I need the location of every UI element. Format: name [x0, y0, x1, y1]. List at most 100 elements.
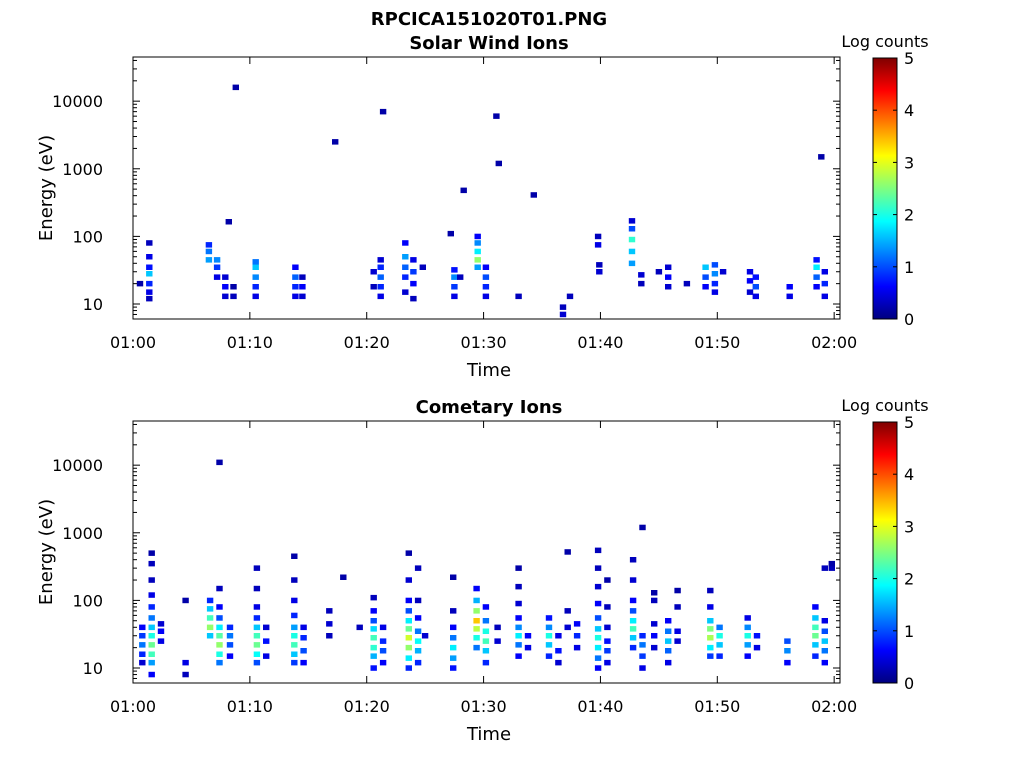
- spectrogram-cell: [157, 638, 165, 644]
- spectrogram-cell: [812, 633, 819, 639]
- spectrogram-cell: [665, 618, 672, 624]
- spectrogram-cell: [628, 236, 636, 243]
- spectrogram-cell: [252, 264, 259, 270]
- spectrogram-cell: [291, 651, 298, 657]
- spectrogram-cell: [744, 615, 751, 621]
- spectrogram-cell: [292, 274, 299, 280]
- spectrogram-cell: [139, 659, 146, 666]
- spectrogram-cell: [473, 626, 480, 632]
- spectrogram-cell: [414, 659, 422, 666]
- spectrogram-cell: [410, 280, 417, 287]
- spectrogram-cell: [206, 624, 214, 631]
- spectrogram-cell: [515, 600, 522, 607]
- spectrogram-cell: [482, 648, 490, 654]
- spectrogram-cell: [784, 638, 791, 644]
- colorbar-tick-label: 3: [904, 153, 914, 172]
- colorbar-tick-label: 5: [904, 413, 914, 432]
- spectrogram-cell: [564, 624, 571, 631]
- spectrogram-cell: [379, 108, 387, 115]
- spectrogram-cell: [596, 269, 603, 275]
- spectrogram-cell: [473, 597, 480, 604]
- spectrogram-cell: [377, 293, 384, 300]
- spectrogram-cells: [136, 84, 828, 318]
- spectrogram-cell: [530, 192, 537, 198]
- spectrogram-cell: [450, 644, 457, 651]
- spectrogram-cell: [555, 648, 562, 654]
- spectrogram-cell: [226, 642, 234, 648]
- spectrogram-cell: [299, 284, 306, 290]
- spectrogram-cell: [263, 653, 270, 659]
- spectrogram-cell: [370, 635, 377, 641]
- spectrogram-cell: [402, 264, 409, 270]
- spectrogram-cell: [370, 284, 377, 290]
- spectrogram-cell: [594, 665, 602, 671]
- spectrogram-cell: [812, 642, 819, 648]
- spectrogram-cell: [136, 280, 144, 287]
- spectrogram-cell: [594, 644, 602, 651]
- spectrogram-cell: [405, 608, 412, 614]
- spectrogram-cell: [813, 264, 820, 270]
- spectrogram-cell: [594, 600, 602, 607]
- spectrogram-cell: [752, 293, 759, 300]
- spectrogram-cell: [414, 648, 422, 654]
- panel-title: Cometary Ions: [416, 397, 563, 418]
- spectrogram-cell: [515, 642, 522, 648]
- colorbar-tick-label: 1: [904, 622, 914, 641]
- spectrogram-cell: [222, 284, 229, 290]
- spectrogram-cell: [139, 642, 146, 648]
- colorbar-tick-label: 0: [904, 674, 914, 693]
- spectrogram-cell: [146, 240, 153, 246]
- spectrogram-cell: [291, 612, 298, 619]
- spectrogram-cell: [707, 626, 714, 632]
- spectrogram-cell: [482, 638, 490, 644]
- spectrogram-cell: [447, 230, 454, 237]
- spectrogram-cell: [414, 597, 422, 604]
- spectrogram-cell: [683, 280, 691, 287]
- spectrogram-cell: [414, 628, 422, 634]
- spectrogram-cell: [821, 280, 828, 287]
- spectrogram-cell: [300, 635, 307, 641]
- spectrogram-cell: [746, 278, 754, 284]
- spectrogram-cell: [545, 653, 553, 659]
- spectrogram-cell: [821, 628, 828, 634]
- spectrogram-cell: [370, 618, 377, 624]
- spectrogram-cell: [604, 624, 611, 631]
- spectrogram-cell: [639, 642, 646, 648]
- spectrogram-cell: [604, 648, 611, 654]
- spectrogram-cell: [450, 574, 457, 580]
- spectrogram-cell: [515, 615, 522, 621]
- spectrogram-cell: [482, 618, 490, 624]
- y-tick-label: 1000: [62, 160, 103, 179]
- spectrogram-cell: [222, 293, 229, 300]
- spectrogram-cell: [524, 633, 532, 639]
- spectrogram-cell: [716, 633, 723, 639]
- x-tick-label: 01:40: [577, 333, 623, 352]
- spectrogram-cell: [786, 284, 793, 290]
- spectrogram-cell: [515, 624, 522, 631]
- spectrogram-cell: [473, 608, 480, 614]
- spectrogram-cell: [707, 653, 714, 659]
- spectrogram-cell: [182, 671, 189, 678]
- x-tick-label: 01:20: [344, 697, 390, 716]
- spectrogram-cell: [752, 274, 759, 280]
- spectrogram-cell: [253, 633, 261, 639]
- spectrogram-cell: [216, 585, 223, 592]
- spectrogram-cell: [665, 638, 672, 644]
- spectrogram-cell: [377, 284, 384, 290]
- spectrogram-cell: [545, 642, 553, 648]
- spectrogram-cell: [253, 565, 261, 571]
- x-tick-label: 01:30: [461, 697, 507, 716]
- spectrogram-cell: [148, 659, 155, 666]
- spectrogram-cell: [573, 644, 581, 651]
- spectrogram-cell: [252, 259, 259, 265]
- spectrogram-cell: [594, 547, 602, 554]
- spectrogram-cell: [291, 659, 298, 666]
- spectrogram-cell: [719, 269, 727, 275]
- y-axis-ticks: 10 100 1000 10000: [52, 59, 840, 320]
- y-axis-ticks: 10 100 1000 10000: [52, 423, 840, 684]
- spectrogram-cell: [205, 248, 213, 255]
- spectrogram-cell: [225, 219, 232, 225]
- spectrogram-cell: [213, 264, 221, 270]
- spectrogram-cell: [702, 264, 709, 270]
- spectrogram-cell: [232, 84, 239, 91]
